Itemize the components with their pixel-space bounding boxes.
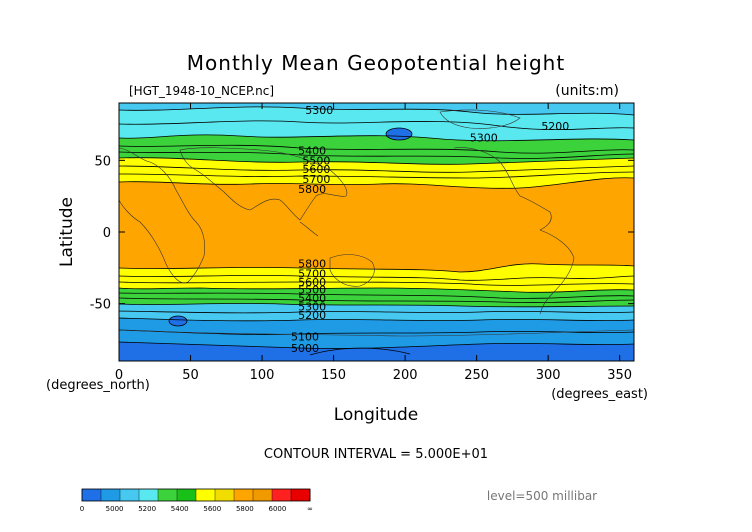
colorbar-swatch [82,489,102,501]
low-center-north [385,127,413,141]
contour-label: 5400 [298,292,326,305]
contour-label: 5700 [302,173,330,186]
y-tick-label: -50 [90,298,111,313]
contour-label: 5200 [298,309,326,322]
colorbar-tick-label: 5400 [171,505,189,513]
x-tick-label: 0 [115,368,123,383]
colorbar-tick-label: 5600 [203,505,221,513]
colorbar-frame [81,488,311,502]
colorbar-tick-label: 6000 [269,505,287,513]
contour-label: 5100 [291,331,319,344]
colorbar [81,488,311,502]
contour-fill [119,103,634,361]
contour-label: 5300 [298,301,326,314]
colorbar-tick-label: 5800 [236,505,254,513]
y-tick-label: 0 [103,226,111,241]
colorbar-swatch [101,489,121,501]
x-tick-label: 350 [607,368,632,383]
colorbar-swatch [158,489,178,501]
contour-label: 5600 [302,163,330,176]
colorbar-swatch [272,489,292,501]
contour-label: 5700 [298,268,326,281]
low-center-south [168,315,188,327]
contour-label: 5200 [541,120,569,133]
contour-label: 5400 [298,144,326,157]
colorbar-swatch [253,489,273,501]
contour-label: 5300 [470,131,498,144]
x-tick-label: 100 [250,368,275,383]
colorbar-tick-label: ∞ [307,505,313,513]
colorbar-swatch [215,489,235,501]
band-north-yellow [119,157,634,189]
colorbar-swatch [234,489,254,501]
contour-labels: 5300530052005400550056005700580058005700… [291,104,569,355]
x-tick-label: 300 [536,368,561,383]
contour-label: 5800 [298,183,326,196]
chart-title: Monthly Mean Geopotential height [187,51,565,75]
contour-label: 5500 [298,283,326,296]
x-axis-label: Longitude [334,405,419,425]
contour-label: 5800 [298,258,326,271]
contour-interval-text: CONTOUR INTERVAL = 5.000E+01 [264,447,488,462]
colorbar-swatch [177,489,197,501]
colorbar-swatch [196,489,216,501]
x-tick-label: 50 [182,368,199,383]
colorbar-swatch [139,489,159,501]
colorbar-tick-label: 5000 [106,505,124,513]
contour-label: 5600 [298,276,326,289]
x-tick-label: 200 [393,368,418,383]
colorbar-tick-label: 0 [80,505,84,513]
y-axis-label: Latitude [57,197,77,267]
y-units-label: (degrees_north) [46,378,150,393]
colorbar-swatch [120,489,140,501]
level-text: level=500 millibar [487,489,597,503]
contour-label: 5300 [305,104,333,117]
source-label: [HGT_1948-10_NCEP.nc] [129,84,274,98]
x-tick-label: 150 [321,368,346,383]
y-tick-label: 50 [94,154,111,169]
y-axis-ticks: 50 0 -50 [90,154,634,313]
x-axis-ticks: 0 50 100 150 200 250 300 350 [115,103,632,383]
colorbar-labels: 0 5000 5200 5400 5600 5800 6000 ∞ [80,505,313,513]
contour-label: 5500 [302,154,330,167]
x-tick-label: 250 [464,368,489,383]
contour-lines [119,106,634,356]
colorbar-swatch [291,489,311,501]
band-south-darkblue [119,342,634,361]
coastlines [119,109,634,337]
units-label: (units:m) [555,83,619,99]
contour-label: 5000 [291,342,319,355]
x-units-label: (degrees_east) [551,387,648,402]
colorbar-tick-label: 5200 [138,505,156,513]
